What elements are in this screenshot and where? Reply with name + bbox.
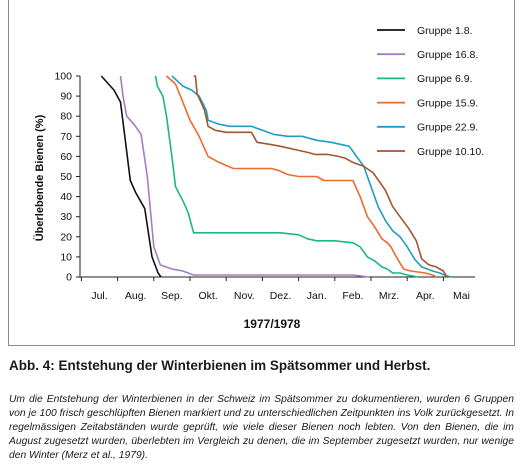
x-tick-label: Apr. [416,290,435,302]
x-tick-label: Feb. [342,290,363,302]
legend-label-2: Gruppe 16.8. [417,49,478,61]
series-line-4 [165,75,437,278]
figure-caption-title: Abb. 4: Entstehung der Winterbienen im S… [9,358,431,373]
y-tick-label: 100 [54,71,72,83]
x-tick-label: Dez. [270,290,292,302]
legend-label-5: Gruppe 22.9. [417,122,478,134]
x-tick-label: Nov. [234,290,255,302]
series-line-3 [154,75,419,278]
figure-caption-body: Um die Entstehung der Winterbienen in de… [9,394,514,461]
y-tick-label: 10 [60,251,72,263]
x-axis-label: 1977/1978 [244,317,301,331]
legend-label-3: Gruppe 6.9. [417,73,472,85]
y-tick-label: 60 [60,151,72,163]
survival-line-chart: Überlebende Bienen (%) 1977/1978 0 10 20 30… [33,25,484,331]
y-tick-label: 50 [60,171,72,183]
x-tick-label: Mrz. [379,290,399,302]
legend-label-4: Gruppe 15.9. [417,97,478,109]
series-line-5 [171,75,453,278]
y-tick-label: 90 [60,91,72,103]
legend-label-1: Gruppe 1.8. [417,25,472,37]
y-tick-label: 80 [60,111,72,123]
x-tick-label: Jan. [307,290,327,302]
figure-frame [8,0,515,346]
x-tick-label: Okt. [198,290,217,302]
y-tick-label: 20 [60,231,72,243]
x-tick-label: Aug. [125,290,147,302]
series-line-6 [193,75,448,278]
x-tick-label: Jul. [91,290,107,302]
y-tick-label: 0 [66,272,72,284]
y-tick-label: 30 [60,211,72,223]
series-line-2 [119,75,370,278]
legend-label-6: Gruppe 10.10. [417,146,484,158]
y-axis-label: Überlebende Bienen (%) [33,114,46,241]
series-line-1 [100,75,162,278]
x-tick-label: Sep. [161,290,183,302]
x-tick-label: Mai [453,290,470,302]
y-tick-label: 40 [60,191,72,203]
y-tick-label: 70 [60,131,72,143]
